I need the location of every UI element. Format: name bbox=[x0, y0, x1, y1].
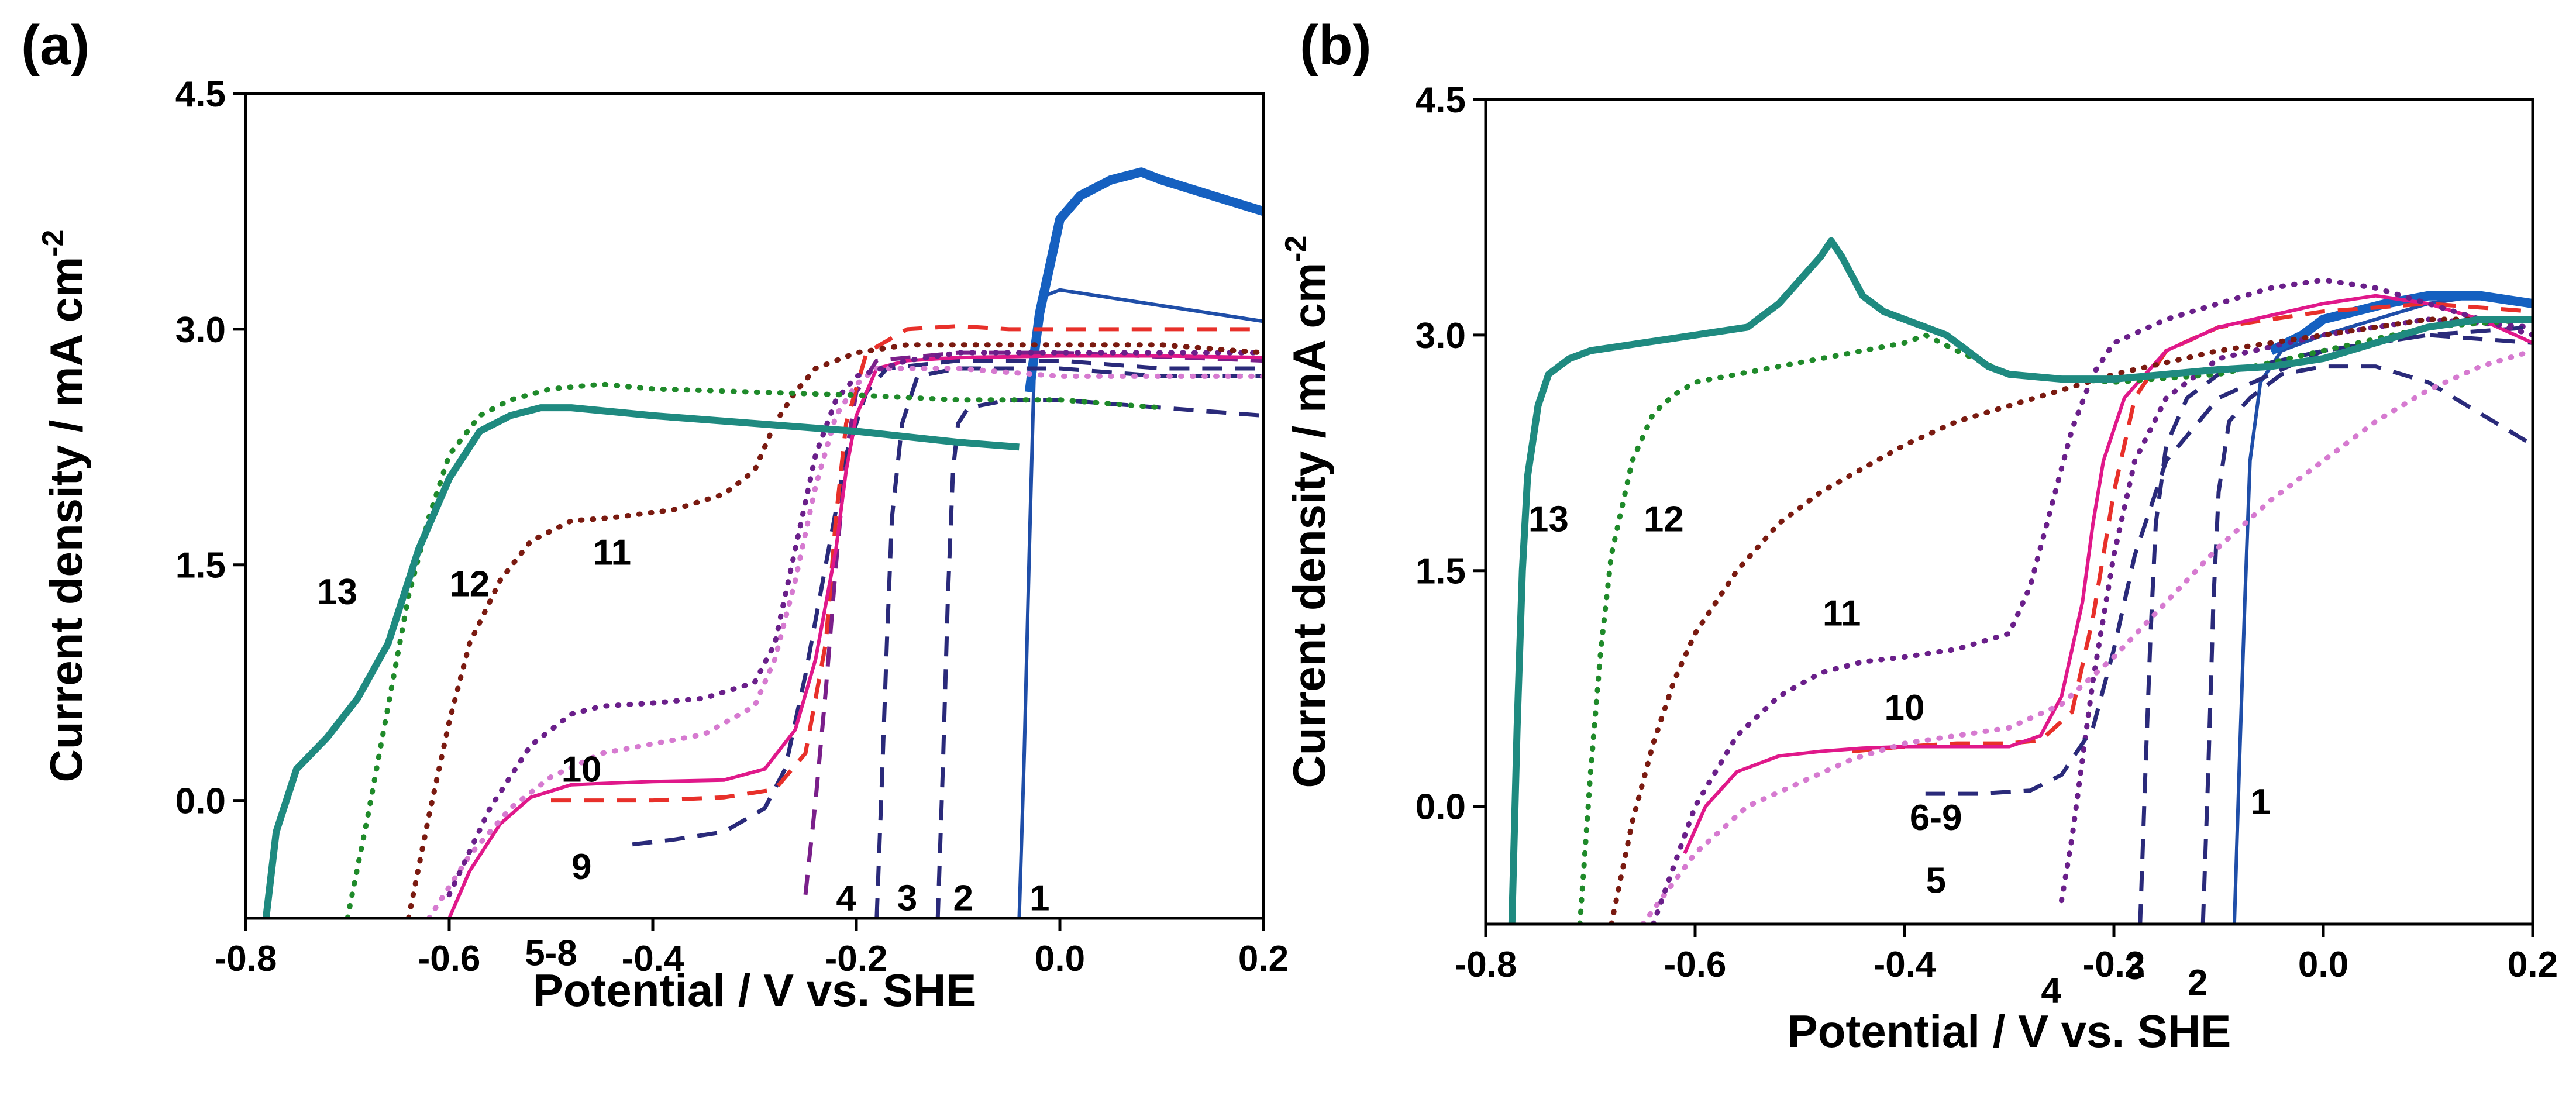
panel-a-y-axis-title-sup: -2 bbox=[36, 230, 70, 257]
panel-b-curve-label: 4 bbox=[2041, 970, 2061, 1011]
panel-b-label: (b) bbox=[1300, 14, 1372, 77]
panel-a-x-tick-label: -0.6 bbox=[418, 939, 481, 979]
panel-a-y-tick-label: 3.0 bbox=[175, 310, 226, 350]
panel-b-curve-label: 10 bbox=[1885, 688, 1925, 728]
panel-a-tick-labels: -0.8 -0.6 -0.4 -0.2 0.0 0.2 0.0 1.5 3.0 4.5 bbox=[175, 74, 1289, 979]
panel-a-curve-label: 10 bbox=[562, 749, 602, 790]
panel-b-tick-labels: -0.8 -0.6 -0.4 -0.2 0.0 0.2 0.0 1.5 3.0 4.5 bbox=[1416, 80, 2558, 985]
panel-b-x-tick-label: -0.6 bbox=[1664, 945, 1727, 985]
panel-b-series-4 bbox=[2059, 316, 2533, 904]
panel-b-plot-area bbox=[1508, 237, 2533, 924]
panel-a-series-thick-blue bbox=[1024, 167, 1263, 393]
panel-a-series-11 bbox=[405, 342, 1263, 918]
panel-a-curve-label: 1 bbox=[1029, 878, 1049, 919]
panel-b-curve-label: 5 bbox=[1926, 860, 1945, 901]
panel-a-curve-label: 9 bbox=[571, 847, 591, 887]
panel-a-series-13 bbox=[262, 404, 1020, 918]
panel-a-label: (a) bbox=[21, 14, 89, 77]
panel-a-x-axis-title: Potential / V vs. SHE bbox=[533, 964, 977, 1016]
panel-b-y-tick-label: 1.5 bbox=[1416, 552, 1466, 592]
panel-b: (b) -0.8 -0.6 -0.4 -0.2 0.0 0.2 0.0 1.5 3.0 4.5 1… bbox=[1279, 14, 2558, 1057]
panel-b-curve-label: 3 bbox=[2125, 947, 2145, 987]
panel-b-curve-label: 13 bbox=[1528, 499, 1569, 540]
panel-a-series-2 bbox=[935, 398, 1263, 918]
panel-a-curve-label: 3 bbox=[897, 878, 917, 919]
panel-a-series-1 bbox=[1017, 288, 1263, 918]
panel-a-x-tick-label: -0.4 bbox=[622, 939, 684, 979]
panel-a-series-9 bbox=[551, 324, 1263, 803]
panel-a-series-5-8 bbox=[632, 359, 1263, 847]
panel-b-series-thick-blue bbox=[2268, 291, 2533, 355]
panel-b-y-axis-title-sup: -2 bbox=[1279, 236, 1313, 263]
panel-a-x-tick-label: -0.2 bbox=[825, 939, 888, 979]
panel-b-series-5 bbox=[1925, 325, 2533, 796]
panel-a-x-tick-label: 0.0 bbox=[1035, 939, 1085, 979]
panel-b-curve-label: 1 bbox=[2250, 782, 2270, 822]
panel-b-curve-label: 6-9 bbox=[1910, 798, 1962, 838]
panel-b-series-13 bbox=[1508, 237, 2533, 924]
panel-b-series-6-9 bbox=[1852, 301, 2533, 754]
panel-b-series-pink-dotted bbox=[1640, 348, 2533, 924]
panel-a-x-tick-label: 0.2 bbox=[1238, 939, 1289, 979]
panel-b-y-tick-label: 4.5 bbox=[1416, 80, 1466, 120]
panel-b-y-axis-title: Current density / mA cm-2 bbox=[1279, 236, 1335, 788]
panel-b-series-1 bbox=[2232, 294, 2533, 924]
panel-a-y-tick-label: 4.5 bbox=[175, 74, 226, 115]
panel-a-y-axis-title: Current density / mA cm-2 bbox=[36, 230, 92, 783]
panel-b-series-3 bbox=[2138, 333, 2533, 924]
panel-b-series-11 bbox=[1609, 316, 2533, 924]
panel-a-curve-label: 5-8 bbox=[525, 933, 577, 974]
panel-a-ticks bbox=[233, 92, 1265, 931]
panel-b-x-tick-label: -0.2 bbox=[2083, 945, 2145, 985]
panel-b-series-12 bbox=[1577, 316, 2533, 924]
panel-b-x-axis-title: Potential / V vs. SHE bbox=[1788, 1005, 2231, 1057]
panel-b-y-axis-title-main: Current density / mA cm bbox=[1283, 263, 1335, 788]
panel-b-series-purple-dotted bbox=[1650, 277, 2533, 924]
panel-b-series-10 bbox=[1683, 294, 2533, 855]
panel-a-series-3 bbox=[874, 366, 1263, 918]
panel-a-frame bbox=[244, 92, 1265, 920]
panel-a-plot-area bbox=[262, 167, 1263, 918]
panel-a-curve-label: 13 bbox=[317, 572, 357, 612]
panel-a-series-pink-dotted bbox=[426, 366, 1263, 918]
panel-b-y-tick-label: 3.0 bbox=[1416, 316, 1466, 356]
panel-b-x-tick-label: -0.8 bbox=[1455, 945, 1517, 985]
panel-b-curve-label: 12 bbox=[1644, 499, 1684, 540]
panel-a-curve-label: 12 bbox=[449, 564, 490, 604]
panel-b-curve-label: 2 bbox=[2188, 963, 2207, 1003]
panel-b-curve-label: 11 bbox=[1823, 594, 1861, 634]
panel-a-series-4 bbox=[803, 350, 1263, 895]
panel-a-y-axis-title-main: Current density / mA cm bbox=[40, 257, 92, 783]
panel-a-series-12 bbox=[345, 381, 1165, 918]
panel-a: (a) -0.8 -0.6 -0.4 -0.2 0.0 0.2 0.0 1.5 3.0 4.5 1… bbox=[21, 14, 1289, 1016]
panel-b-x-tick-label: 0.2 bbox=[2508, 945, 2558, 985]
panel-b-frame bbox=[1484, 98, 2534, 926]
panel-a-y-tick-label: 1.5 bbox=[175, 546, 226, 586]
panel-a-series-10 bbox=[447, 354, 1263, 918]
panel-a-curve-label: 2 bbox=[953, 878, 973, 919]
panel-a-x-tick-label: -0.8 bbox=[215, 939, 277, 979]
panel-a-y-tick-label: 0.0 bbox=[175, 781, 226, 822]
panel-b-y-tick-label: 0.0 bbox=[1416, 787, 1466, 828]
panel-a-series-purple-dotted bbox=[446, 350, 1263, 898]
panel-b-x-tick-label: -0.4 bbox=[1874, 945, 1936, 985]
panel-b-ticks bbox=[1473, 98, 2534, 937]
panel-a-curve-label: 11 bbox=[593, 533, 632, 573]
panel-b-x-tick-label: 0.0 bbox=[2298, 945, 2348, 985]
panel-a-curve-label: 4 bbox=[836, 878, 856, 919]
